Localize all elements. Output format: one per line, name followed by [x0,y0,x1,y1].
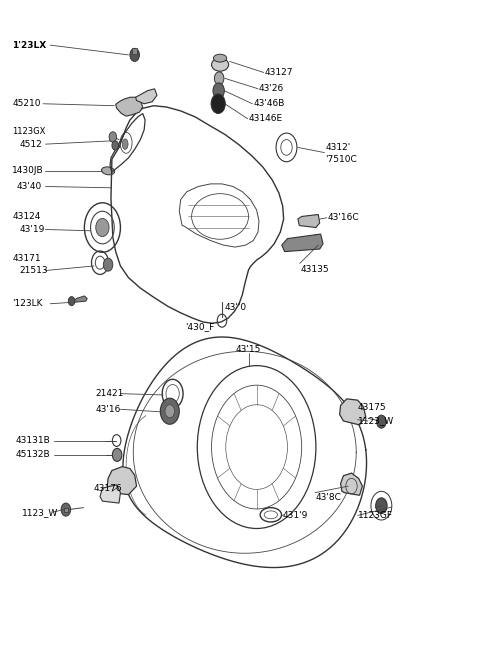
Text: 43'46B: 43'46B [253,99,285,108]
Circle shape [112,448,122,461]
Text: '430_F: '430_F [185,322,215,331]
Text: 1123GX: 1123GX [12,127,46,136]
Text: 1430JB: 1430JB [12,166,44,175]
Circle shape [211,94,225,114]
Text: 43175: 43175 [358,403,386,413]
Ellipse shape [214,55,227,62]
Ellipse shape [212,58,228,71]
Text: 21513: 21513 [19,266,48,275]
Polygon shape [341,473,362,495]
Text: 43135: 43135 [301,265,329,275]
Circle shape [160,398,179,424]
Text: 1123_W: 1123_W [358,417,394,426]
Text: 43'26: 43'26 [259,84,284,93]
Text: '123LK: '123LK [12,299,43,308]
Text: 43'8C: 43'8C [316,493,342,503]
Circle shape [376,498,387,514]
Circle shape [165,405,175,418]
Circle shape [112,141,119,150]
Text: 43176: 43176 [94,484,122,493]
Polygon shape [100,485,120,503]
Text: '7510C: '7510C [325,154,357,164]
Text: 43171: 43171 [12,254,41,263]
Polygon shape [116,97,143,116]
Polygon shape [340,399,366,425]
Circle shape [215,72,224,85]
Text: 43'16: 43'16 [96,405,120,414]
Text: 43'40: 43'40 [17,182,42,191]
Polygon shape [63,508,68,512]
Text: 4512: 4512 [19,140,42,148]
Circle shape [103,258,113,271]
Text: 43'19: 43'19 [19,225,45,234]
Circle shape [377,415,386,428]
Text: 43146E: 43146E [249,114,283,124]
Circle shape [213,83,224,99]
Circle shape [61,503,71,516]
Ellipse shape [101,167,115,175]
Ellipse shape [122,139,128,149]
Text: 4312': 4312' [325,143,351,152]
Text: 21421: 21421 [96,389,124,398]
Text: 1123_W: 1123_W [22,508,58,516]
Text: 43'16C: 43'16C [328,214,360,222]
Text: 43'15: 43'15 [235,346,261,355]
Circle shape [130,49,139,61]
Circle shape [96,218,109,237]
Circle shape [68,296,75,306]
Text: 43''0: 43''0 [225,303,247,312]
Polygon shape [73,296,87,302]
Text: 43124: 43124 [12,212,41,221]
Text: 45210: 45210 [12,99,41,108]
Polygon shape [132,49,137,55]
Text: 1'23LX: 1'23LX [12,41,47,50]
Text: 1123GF: 1123GF [358,511,393,520]
Polygon shape [107,466,137,495]
Polygon shape [282,234,323,252]
Polygon shape [136,89,157,104]
Text: 43127: 43127 [264,68,293,77]
Text: 45132B: 45132B [16,451,51,459]
Polygon shape [298,214,320,227]
Text: 431'9: 431'9 [283,511,308,520]
Circle shape [109,132,117,142]
Text: 43131B: 43131B [16,436,51,445]
